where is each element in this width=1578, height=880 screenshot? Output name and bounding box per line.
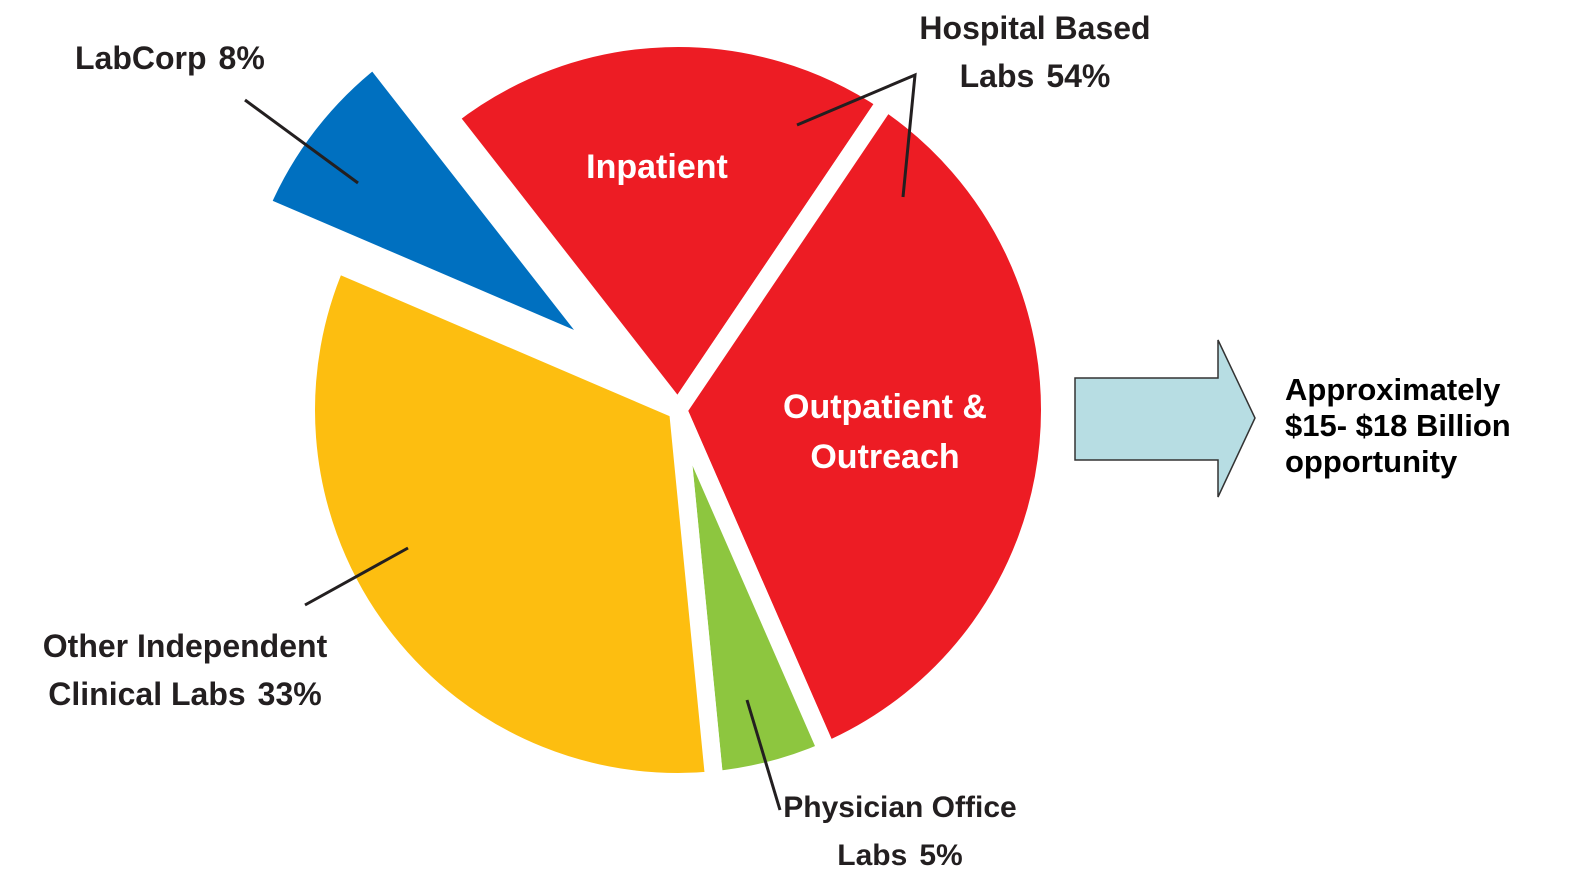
leader-line [796,72,917,198]
slice [248,46,610,361]
category-label: Hospital Based Labs [919,10,1151,94]
value-label: 33% [257,676,322,712]
slice-label: Physician Office Labs 5% [770,784,1030,880]
arrow [1074,339,1256,498]
annotation: Approximately $15- $18 Billion opportuni… [1285,372,1511,479]
value-label: 5% [919,839,963,872]
slice-label: Hospital Based Labs 54% [900,4,1170,100]
category-label: Other Independent Clinical Labs [42,628,328,712]
category-label: LabCorp [75,40,207,76]
leader-line [304,546,409,607]
slice [667,89,1059,763]
slice-group [436,29,1059,763]
value-label: 8% [218,40,265,76]
slice-label: LabCorp 8% [75,34,395,82]
category-label: Physician Office Labs [783,791,1017,872]
value-label: 54% [1046,58,1111,94]
sub-slice-label: Inpatient [586,148,728,186]
leader-line [244,98,359,185]
slice [297,251,725,791]
leader-lines [244,72,917,811]
leader-line [745,699,782,811]
slices [248,29,1059,791]
sub-slice-label: Outpatient & Outreach [783,388,987,476]
slice [436,29,899,426]
slice-label: Other Independent Clinical Labs 33% [5,622,365,718]
